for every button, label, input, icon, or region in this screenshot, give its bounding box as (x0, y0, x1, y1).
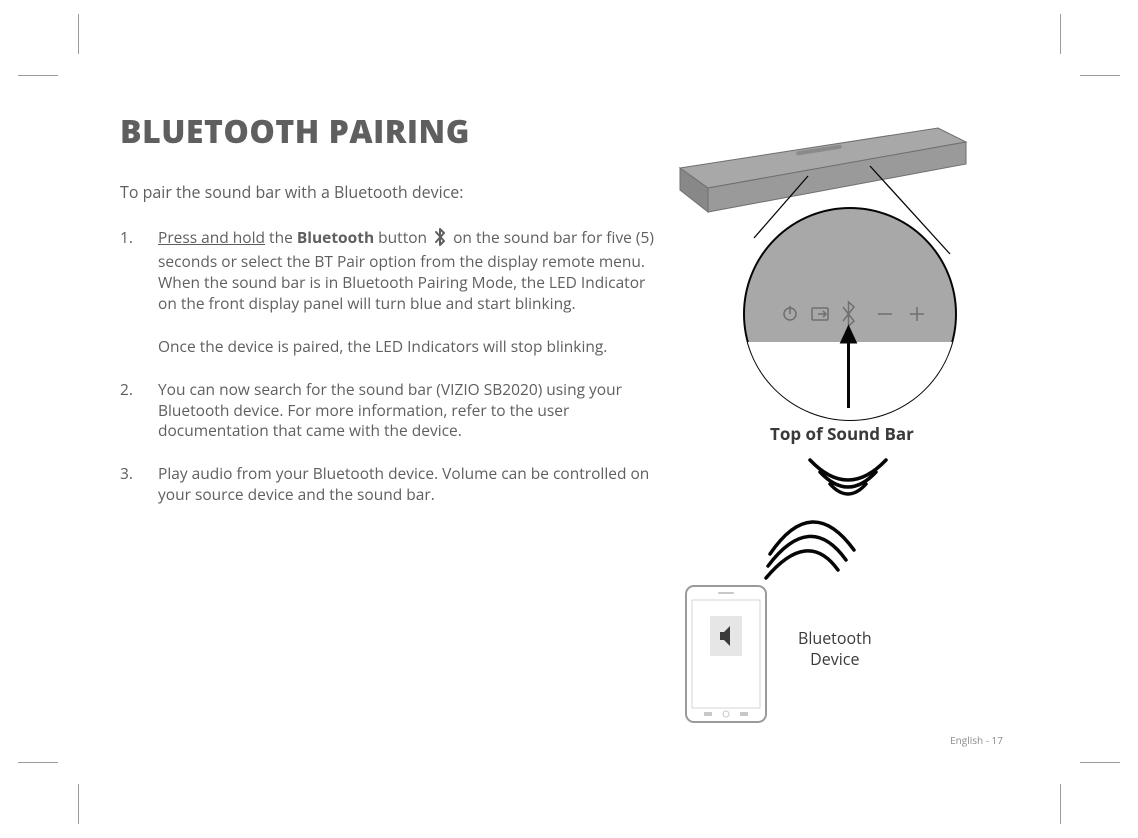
phone-caption: Bluetooth Device (798, 628, 872, 670)
crop-mark (78, 14, 79, 54)
bluetooth-bold: Bluetooth (297, 226, 374, 248)
magnifier-circle-icon (744, 208, 956, 422)
crop-mark (18, 762, 58, 763)
bluetooth-icon (433, 228, 447, 251)
crop-mark (1060, 784, 1061, 824)
crop-mark (78, 784, 79, 824)
step-1: 1. Press and hold the Bluetooth button o… (120, 227, 660, 357)
step-body: Press and hold the Bluetooth button on t… (158, 227, 660, 357)
step-body: Play audio from your Bluetooth device. V… (158, 463, 660, 505)
step-3: 3. Play audio from your Bluetooth device… (120, 463, 660, 505)
soundbar-body-icon (680, 128, 966, 212)
crop-mark (1080, 762, 1120, 763)
step-1-para2: Once the device is paired, the LED Indic… (158, 336, 660, 357)
crop-mark (18, 75, 58, 76)
step-number: 3. (120, 463, 158, 505)
illustration-area: Top of Sound Bar Bluetooth Device (670, 120, 990, 740)
step-2: 2. You can now search for the sound bar … (120, 379, 660, 442)
page-footer: English - 17 (950, 733, 1003, 747)
press-hold-text: Press and hold (158, 226, 265, 248)
step-number: 2. (120, 379, 158, 442)
step-body: You can now search for the sound bar (VI… (158, 379, 660, 442)
phone-device-icon (686, 586, 766, 722)
crop-mark (1080, 75, 1120, 76)
soundbar-caption: Top of Sound Bar (770, 422, 914, 445)
signal-waves-down-icon (810, 460, 886, 494)
step-number: 1. (120, 227, 158, 357)
signal-waves-up-icon (766, 522, 854, 578)
steps-list: 1. Press and hold the Bluetooth button o… (120, 227, 660, 505)
crop-mark (1060, 14, 1061, 54)
